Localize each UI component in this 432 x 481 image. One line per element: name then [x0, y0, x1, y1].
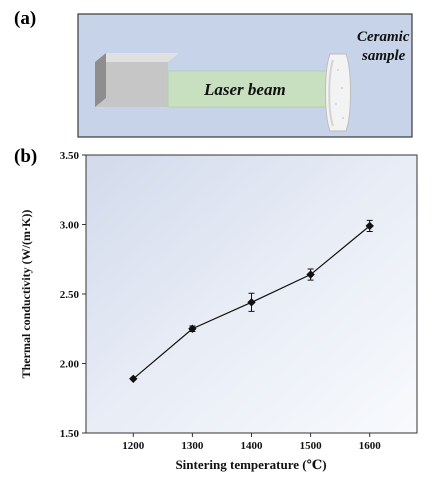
x-tick-label: 1400	[241, 440, 264, 452]
x-axis-label: Sintering temperature (℃)	[175, 457, 326, 472]
device-side	[95, 53, 106, 107]
chart-area: 1200 1300 1400 1500 1600 1.50 2.00 2.50 3.00 3.5…	[19, 150, 418, 472]
y-axis-label: Thermal conductivity (W/(m·K))	[19, 210, 33, 379]
x-tick-label: 1300	[181, 440, 204, 452]
laser-device	[95, 53, 179, 107]
panel-b-label: (b)	[14, 146, 37, 167]
x-tick-label: 1200	[122, 440, 145, 452]
panel-a-schematic: Laser beam Ceramic sample	[77, 13, 413, 138]
data-point-marker	[129, 374, 138, 383]
y-ticks: 1.50 2.00 2.50 3.00 3.50	[60, 150, 86, 440]
data-point-marker	[365, 221, 374, 231]
device-top	[95, 53, 179, 62]
data-series	[129, 219, 374, 383]
y-tick-label: 2.50	[60, 289, 80, 301]
laser-beam-label: Laser beam	[203, 80, 286, 99]
x-ticks: 1200 1300 1400 1500 1600	[122, 433, 381, 452]
x-tick-label: 1600	[359, 440, 382, 452]
y-tick-label: 1.50	[60, 428, 80, 440]
data-point-marker	[247, 298, 256, 307]
data-point-marker	[188, 324, 197, 333]
device-front	[95, 62, 168, 107]
ceramic-sample	[325, 53, 351, 132]
x-tick-label: 1500	[300, 440, 323, 452]
data-point-marker	[306, 270, 315, 279]
y-tick-label: 2.00	[60, 359, 80, 371]
y-tick-label: 3.50	[60, 150, 80, 162]
laser-beam	[167, 70, 335, 108]
y-tick-label: 3.00	[60, 220, 80, 232]
sample-label-line2: sample	[361, 48, 406, 64]
panel-a-label: (a)	[14, 8, 36, 29]
sample-label-line1: Ceramic	[357, 29, 410, 45]
